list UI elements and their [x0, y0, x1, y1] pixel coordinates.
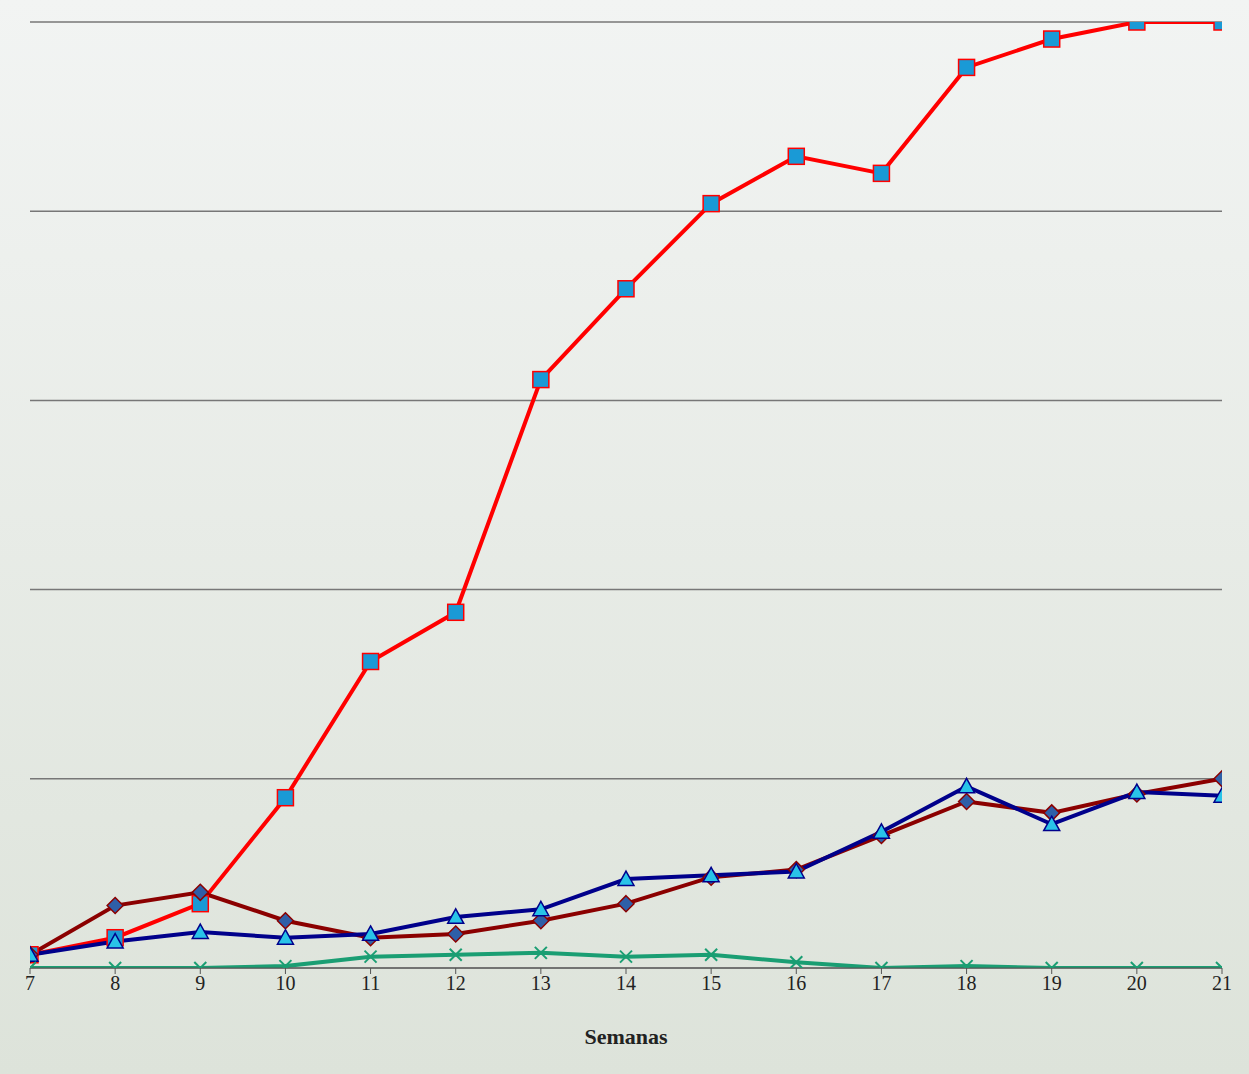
- svg-text:9: 9: [195, 972, 205, 994]
- svg-text:Semanas: Semanas: [584, 1024, 668, 1049]
- svg-text:21: 21: [1212, 972, 1232, 994]
- svg-text:20: 20: [1127, 972, 1147, 994]
- svg-text:13: 13: [531, 972, 551, 994]
- svg-text:15: 15: [701, 972, 721, 994]
- svg-text:14: 14: [616, 972, 636, 994]
- svg-text:19: 19: [1042, 972, 1062, 994]
- svg-text:17: 17: [871, 972, 891, 994]
- svg-text:10: 10: [275, 972, 295, 994]
- svg-text:18: 18: [957, 972, 977, 994]
- svg-text:16: 16: [786, 972, 806, 994]
- svg-text:7: 7: [25, 972, 35, 994]
- svg-text:12: 12: [446, 972, 466, 994]
- svg-text:11: 11: [361, 972, 380, 994]
- svg-text:8: 8: [110, 972, 120, 994]
